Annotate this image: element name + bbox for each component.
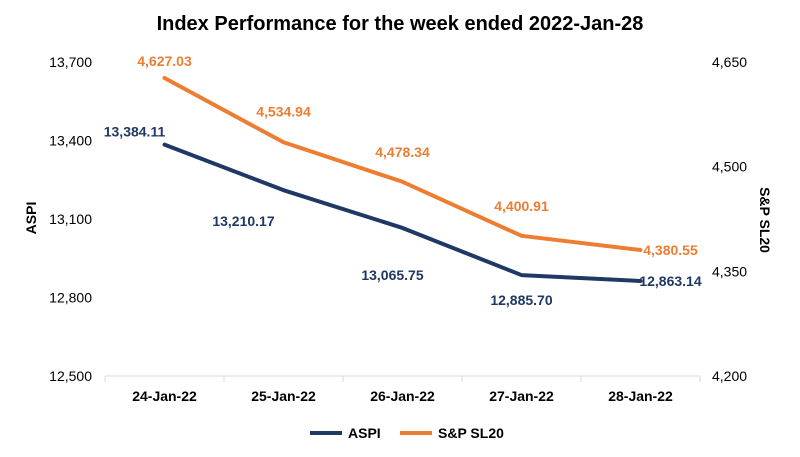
data-label: 4,478.34: [375, 144, 430, 160]
data-label: 4,400.91: [494, 198, 549, 214]
chart-title: Index Performance for the week ended 202…: [157, 13, 644, 35]
data-label: 13,210.17: [212, 213, 274, 229]
left-tick-label: 12,500: [49, 368, 92, 384]
data-label: 13,384.11: [104, 124, 166, 140]
x-axis-categories: 24-Jan-22 25-Jan-22 26-Jan-22 27-Jan-22 28-J…: [132, 388, 673, 404]
x-category-label: 25-Jan-22: [251, 388, 316, 404]
right-axis-ticks: 4,200 4,350 4,500 4,650: [712, 54, 747, 384]
series-lines: [162, 76, 643, 283]
data-label: 4,380.55: [643, 242, 698, 258]
x-category-label: 24-Jan-22: [132, 388, 197, 404]
data-label: 12,863.14: [639, 273, 701, 289]
x-category-label: 26-Jan-22: [370, 388, 435, 404]
data-labels: 13,384.11 13,210.17 13,065.75 12,885.70 12,8…: [104, 53, 702, 308]
legend: ASPI S&P SL20: [310, 425, 504, 441]
left-tick-label: 13,100: [49, 211, 92, 227]
left-tick-label: 13,700: [49, 54, 92, 70]
x-category-label: 27-Jan-22: [489, 388, 554, 404]
series-line-sp-sl20: [162, 76, 643, 253]
data-label: 12,885.70: [490, 292, 552, 308]
right-tick-label: 4,350: [712, 263, 747, 279]
right-tick-label: 4,200: [712, 368, 747, 384]
legend-label: ASPI: [348, 425, 381, 441]
left-axis-ticks: 12,500 12,800 13,100 13,400 13,700: [49, 54, 92, 384]
legend-label: S&P SL20: [438, 425, 504, 441]
left-tick-label: 13,400: [49, 133, 92, 149]
series-line-aspi: [162, 142, 643, 283]
data-label: 4,534.94: [256, 103, 311, 119]
left-tick-label: 12,800: [49, 290, 92, 306]
right-axis-title: S&P SL20: [757, 187, 773, 253]
right-tick-label: 4,500: [712, 159, 747, 175]
x-category-label: 28-Jan-22: [608, 388, 673, 404]
data-label: 4,627.03: [137, 53, 192, 69]
left-axis-title: ASPI: [23, 202, 39, 235]
right-tick-label: 4,650: [712, 54, 747, 70]
x-axis-tick-marks: [104, 376, 701, 382]
data-label: 13,065.75: [361, 267, 423, 283]
